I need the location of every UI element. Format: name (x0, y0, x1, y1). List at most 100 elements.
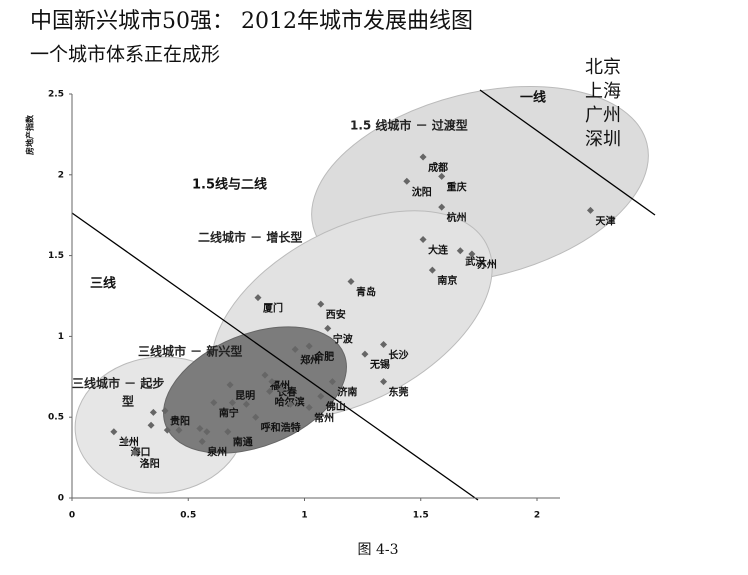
point-label: 厦门 (263, 302, 283, 315)
point-label: 无锡 (369, 358, 390, 371)
point-label: 泉州 (206, 445, 227, 458)
tier1-city: 北京 (585, 57, 621, 78)
point (261, 371, 269, 379)
point (380, 378, 388, 386)
point (131, 449, 139, 457)
point-label: 昆明 (235, 390, 255, 402)
point (468, 250, 476, 258)
zone-label: 1.5线与二线 (192, 177, 267, 193)
point (210, 399, 218, 407)
tier1-city: 上海 (585, 81, 621, 102)
y-tick-label: 2.5 (48, 90, 64, 100)
caption: 图 4-3 (358, 542, 399, 558)
divider-line (71, 212, 479, 501)
point (380, 340, 388, 348)
point (428, 266, 436, 274)
point (438, 203, 446, 211)
y-tick-label: 1 (58, 332, 64, 342)
point-label: 贵阳 (170, 415, 190, 428)
point (328, 378, 336, 386)
point (324, 324, 332, 332)
point (254, 294, 262, 302)
point-label: 东莞 (389, 386, 409, 399)
point-label: 沈阳 (412, 185, 432, 198)
point (438, 172, 446, 180)
point (161, 407, 169, 415)
zone-label: 三线 (90, 276, 116, 292)
point (305, 404, 313, 412)
tier1-list: 北京 上海 广州 深圳 (585, 57, 621, 150)
chart-title: 中国新兴城市50强： 2012年城市发展曲线图 (30, 9, 473, 34)
point (305, 342, 313, 350)
regions (74, 86, 649, 494)
point (291, 345, 299, 353)
point (121, 437, 129, 445)
point-label: 南宁 (219, 407, 239, 420)
y-axis-label: 房地产指数 (25, 114, 35, 155)
divider-line (479, 89, 656, 216)
point-label: 南通 (233, 436, 253, 449)
point-label: 南京 (437, 274, 457, 287)
point-label: 宁波 (333, 332, 354, 345)
point (419, 153, 427, 161)
point (277, 386, 285, 394)
point-label: 常州 (314, 412, 334, 425)
y-tick-label: 1.5 (48, 251, 64, 261)
point (317, 392, 325, 400)
point (252, 413, 260, 421)
point (175, 426, 183, 434)
point-label: 西安 (326, 308, 346, 321)
region-label: 型 (122, 394, 134, 409)
point-label: 兰州 (119, 436, 139, 449)
point (242, 400, 250, 408)
region-label: 三线城市 － 新兴型 (138, 344, 242, 359)
x-tick-label: 2 (534, 511, 540, 521)
point-label: 合肥 (313, 350, 334, 363)
y-tick-label: 2 (58, 170, 64, 180)
point-label: 洛阳 (140, 457, 160, 470)
region-label: 二线城市 － 增长型 (198, 230, 302, 245)
point (403, 177, 411, 185)
x-tick-label: 1 (301, 511, 307, 521)
region-label: 1.5 线城市 － 过渡型 (350, 118, 468, 133)
region-label: 三线城市 － 起步 (72, 376, 164, 391)
point (147, 421, 155, 429)
point (419, 235, 427, 243)
point-label: 杭州 (447, 211, 467, 224)
point (224, 428, 232, 436)
point (317, 300, 325, 308)
tier1-city: 深圳 (585, 129, 621, 150)
point-label: 青岛 (356, 285, 376, 298)
point-label: 大连 (428, 243, 449, 256)
point (287, 400, 295, 408)
y-tick-label: 0.5 (48, 413, 64, 423)
point (203, 428, 211, 436)
point (198, 437, 206, 445)
point (196, 425, 204, 433)
point (456, 247, 464, 255)
tier1-city: 广州 (585, 105, 621, 126)
point (268, 378, 276, 386)
point (163, 426, 171, 434)
point (586, 206, 594, 214)
point-label: 苏州 (477, 258, 497, 271)
point (226, 381, 234, 389)
x-tick-label: 1.5 (413, 511, 429, 521)
point (347, 277, 355, 285)
point (149, 408, 157, 416)
point (361, 350, 369, 358)
zone-label: 一线 (520, 90, 546, 106)
point-label: 郑州 (300, 353, 320, 366)
point-label: 成都 (428, 161, 448, 174)
point (266, 387, 274, 395)
point-label: 呼和浩特 (261, 421, 301, 434)
point-label: 佛山 (325, 400, 346, 413)
point-label: 重庆 (447, 180, 467, 193)
point-label: 长沙 (389, 348, 409, 361)
x-tick-label: 0.5 (180, 511, 196, 521)
chart-subtitle: 一个城市体系正在成形 (30, 44, 220, 66)
point (110, 428, 118, 436)
y-tick-label: 0 (58, 494, 64, 504)
x-tick-label: 0 (69, 511, 75, 521)
